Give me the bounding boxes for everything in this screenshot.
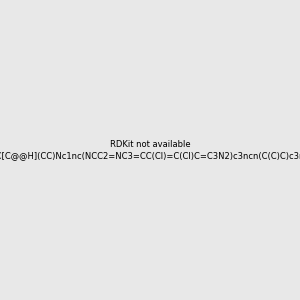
Text: RDKit not available
OC[C@@H](CC)Nc1nc(NCC2=NC3=CC(Cl)=C(Cl)C=C3N2)c3ncn(C(C)C)c3: RDKit not available OC[C@@H](CC)Nc1nc(NC… (0, 140, 300, 160)
